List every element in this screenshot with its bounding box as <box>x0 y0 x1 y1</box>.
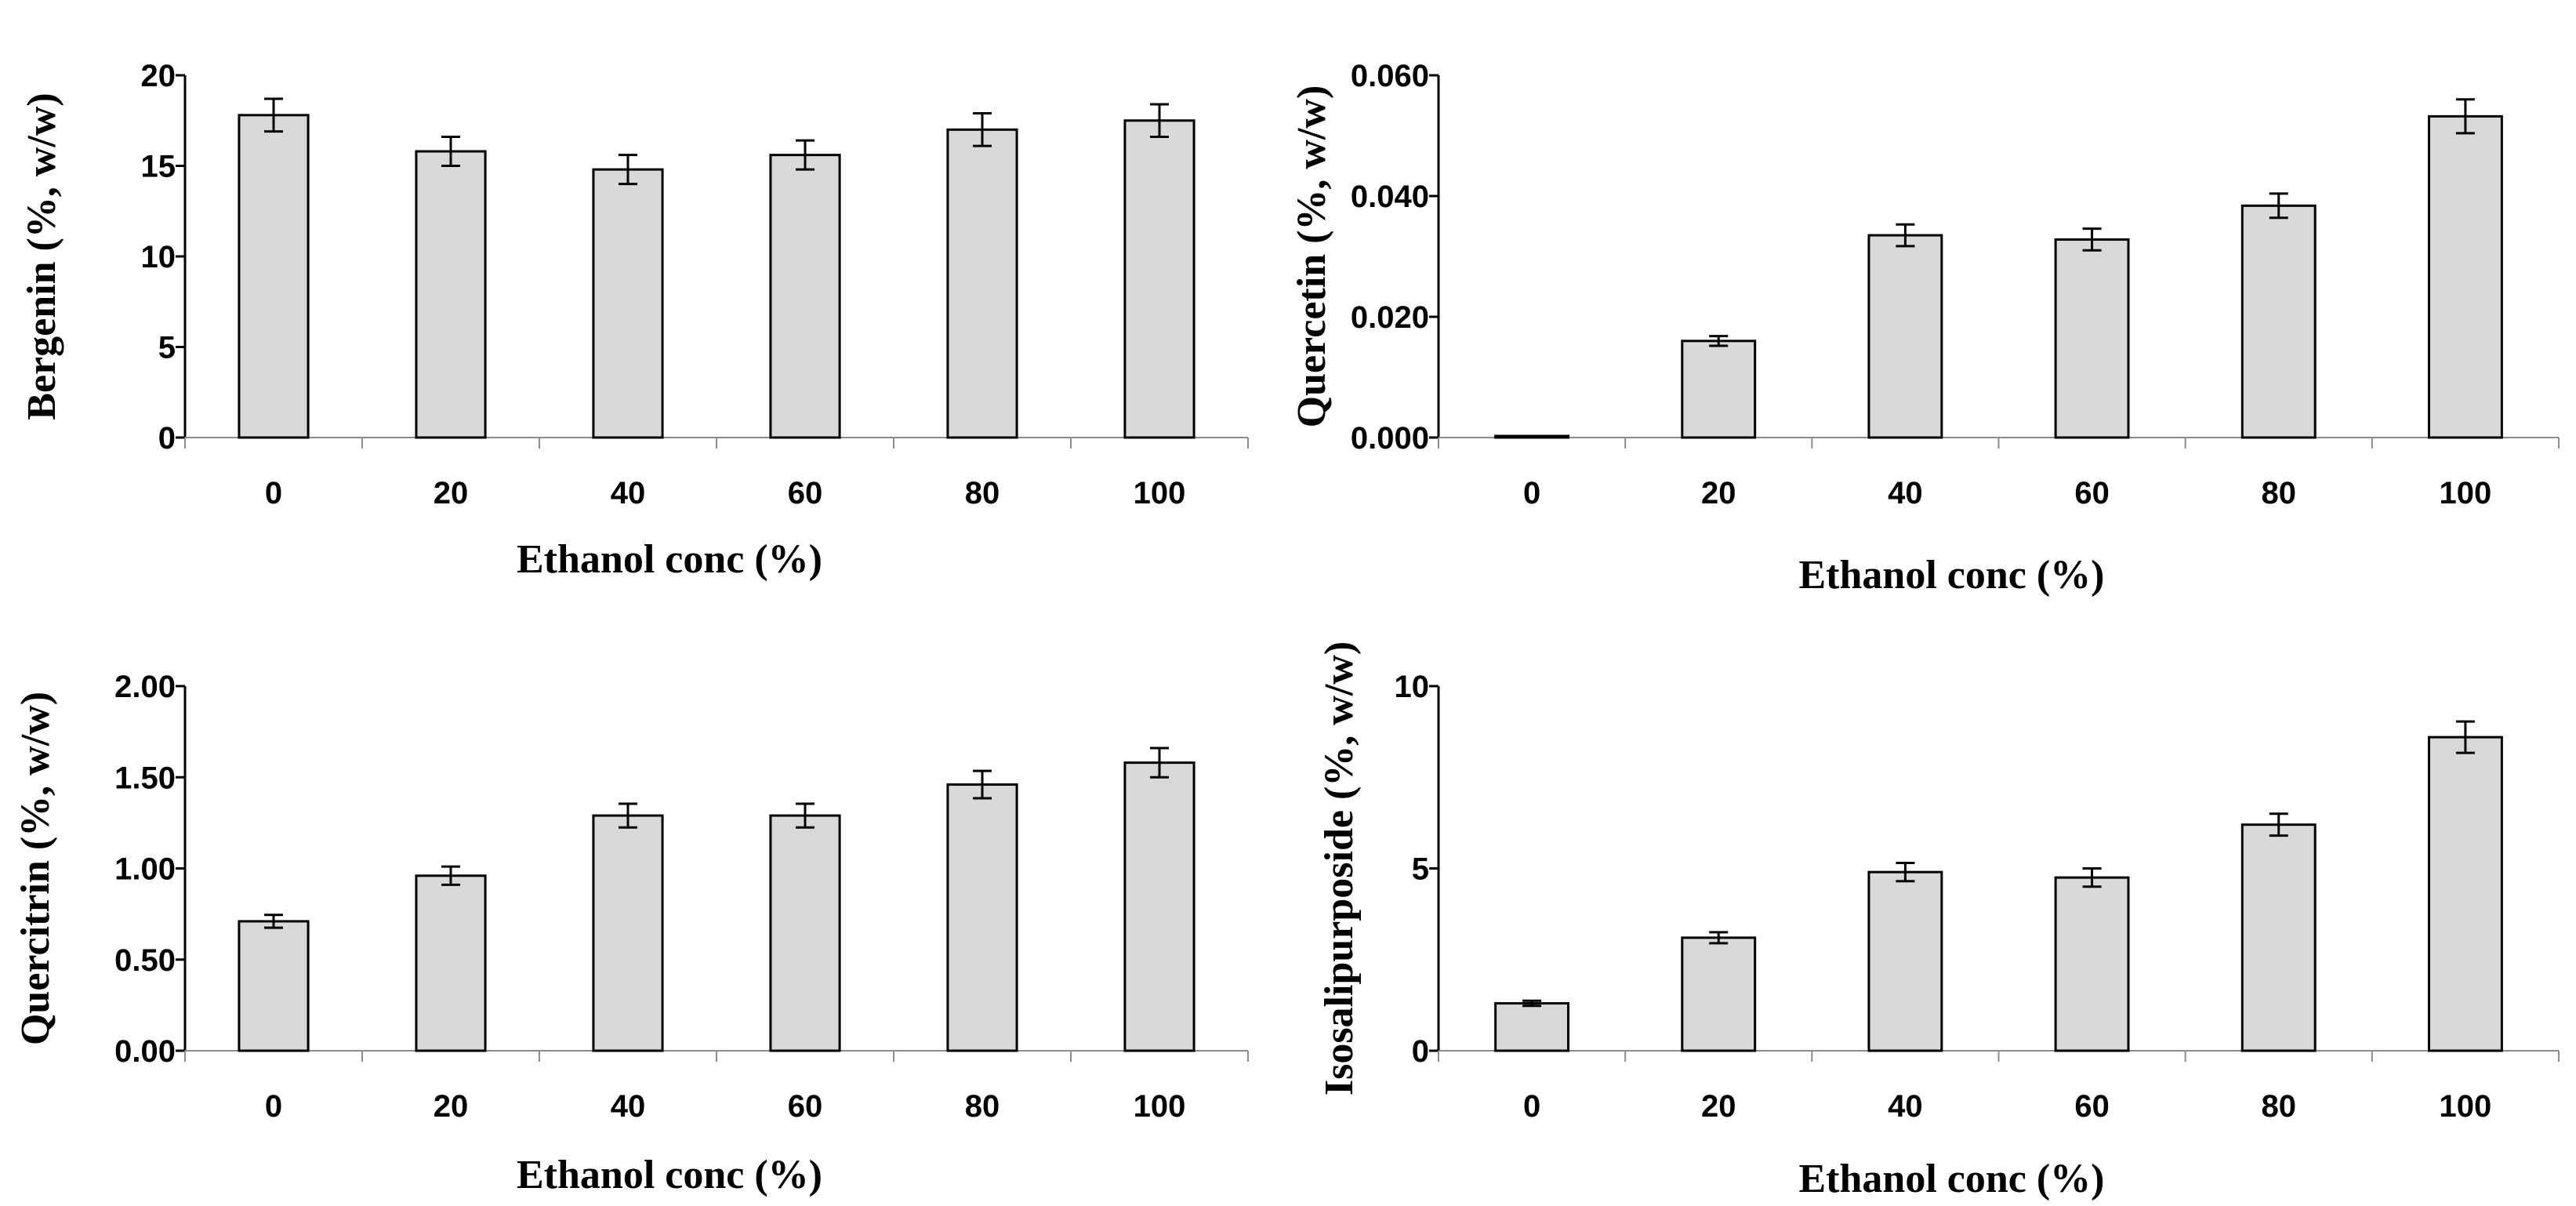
bar-100 <box>1123 761 1195 1052</box>
x-tick-label: 60 <box>788 476 823 510</box>
x-tick-label: 80 <box>2262 1089 2297 1124</box>
y-tick-label: 1.00 <box>114 852 176 887</box>
x-tick-label: 20 <box>1701 1089 1736 1124</box>
bar-100 <box>2427 736 2503 1052</box>
bar-40 <box>1867 234 1943 439</box>
y-tick-label: 5 <box>1412 852 1429 887</box>
bar-100 <box>1123 119 1195 439</box>
bar-60 <box>2054 238 2130 439</box>
bar-100 <box>2427 114 2503 439</box>
bar-20 <box>415 150 487 439</box>
bar-0 <box>238 114 310 439</box>
chart-panel-2: 0.000 0.020 0.040 0.060 0 20 40 60 80 100 Ethanol … <box>1290 59 2560 598</box>
x-axis-title: Ethanol conc (%) <box>1799 553 2105 598</box>
y-tick-label: 0.000 <box>1351 421 1429 456</box>
y-tick-label: 0.50 <box>114 943 176 978</box>
x-tick-label: 80 <box>965 1089 1000 1124</box>
bar-80 <box>2240 823 2317 1052</box>
x-tick-label: 0 <box>1523 476 1540 510</box>
y-tick-label: 20 <box>141 59 176 93</box>
x-tick-label: 100 <box>2440 476 2492 510</box>
x-tick-label: 40 <box>611 1089 646 1124</box>
y-tick-label: 1.50 <box>114 761 176 795</box>
x-tick-label: 20 <box>1701 476 1736 510</box>
y-tick-label: 0 <box>1412 1034 1429 1069</box>
y-tick-label: 0 <box>158 421 176 456</box>
y-axis-title: Bergenin (%, w/w) <box>20 93 64 420</box>
x-tick-label: 60 <box>2074 1089 2110 1124</box>
x-tick-label: 80 <box>965 476 1000 510</box>
bar-40 <box>592 814 664 1052</box>
bar-60 <box>769 814 841 1052</box>
y-tick-label: 15 <box>141 150 176 184</box>
y-tick-label: 0.00 <box>114 1034 176 1069</box>
y-tick-label: 2.00 <box>114 670 176 704</box>
chart-panel-3: 0.00 0.50 1.00 1.50 2.00 0 20 40 60 80 100 Ethanol … <box>13 670 1249 1197</box>
x-tick-label: 60 <box>2074 476 2110 510</box>
y-tick-label: 5 <box>158 331 176 365</box>
bar-80 <box>2240 204 2317 439</box>
x-tick-label: 40 <box>1888 476 1923 510</box>
bar-20 <box>1681 340 1757 439</box>
y-tick-label: 10 <box>1395 670 1430 704</box>
y-tick-label: 0.020 <box>1351 300 1429 335</box>
x-tick-label: 0 <box>1523 1089 1540 1124</box>
x-axis-title: Ethanol conc (%) <box>517 537 822 582</box>
y-axis-title: Quercitrin (%, w/w) <box>13 692 58 1045</box>
x-tick-label: 80 <box>2262 476 2297 510</box>
x-tick-label: 0 <box>265 476 282 510</box>
y-tick-label: 0.060 <box>1351 59 1429 93</box>
x-tick-label: 100 <box>1134 1089 1186 1124</box>
bar-40 <box>1867 870 1943 1052</box>
x-tick-label: 60 <box>788 1089 823 1124</box>
bar-0 <box>238 920 310 1052</box>
bar-20 <box>415 874 487 1052</box>
x-tick-label: 20 <box>434 476 469 510</box>
y-tick-label: 10 <box>141 240 176 274</box>
bar-80 <box>946 128 1018 439</box>
bar-60 <box>769 154 841 439</box>
bar-60 <box>2054 876 2130 1052</box>
chart-panel-1: 0 5 10 15 20 0 20 40 60 80 100 Ethanol conc (%) Berg… <box>20 59 1249 582</box>
y-tick-label: 0.040 <box>1351 180 1429 214</box>
x-tick-label: 40 <box>1888 1089 1923 1124</box>
x-axis-title: Ethanol conc (%) <box>1799 1157 2105 1201</box>
x-tick-label: 100 <box>2440 1089 2492 1124</box>
x-axis-title: Ethanol conc (%) <box>517 1153 822 1197</box>
x-tick-label: 0 <box>265 1089 282 1124</box>
y-axis-title: Quercetin (%, w/w) <box>1290 85 1334 428</box>
x-tick-label: 40 <box>611 476 646 510</box>
bar-0 <box>1494 1002 1570 1052</box>
x-tick-label: 100 <box>1134 476 1186 510</box>
x-tick-label: 20 <box>434 1089 469 1124</box>
bar-40 <box>592 168 664 439</box>
bar-80 <box>946 783 1018 1052</box>
y-axis-title: Isosalipurposide (%, w/w) <box>1317 641 1362 1095</box>
bar-20 <box>1681 936 1757 1052</box>
